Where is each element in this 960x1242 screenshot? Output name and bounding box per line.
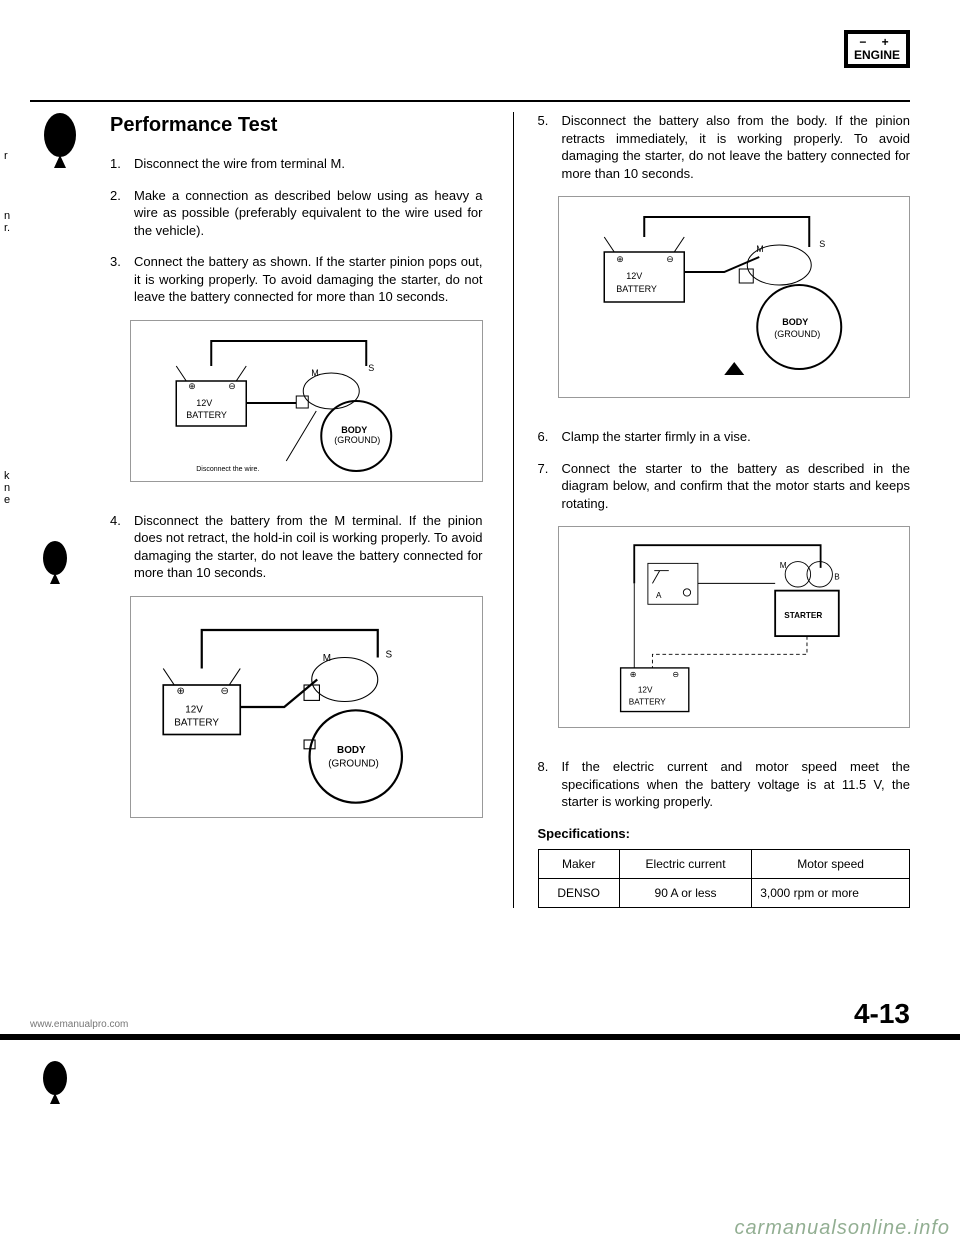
- page-number: 4-13: [854, 998, 910, 1030]
- page-title: Performance Test: [110, 112, 483, 139]
- margin-letter: r: [4, 150, 8, 162]
- svg-text:⊕: ⊕: [188, 381, 196, 391]
- svg-text:12V: 12V: [637, 686, 652, 695]
- svg-text:(GROUND): (GROUND): [328, 758, 379, 769]
- svg-text:BATTERY: BATTERY: [186, 410, 227, 420]
- step-text: Connect the starter to the battery as de…: [562, 460, 911, 513]
- svg-text:12V: 12V: [185, 705, 203, 716]
- step-item: 5.Disconnect the battery also from the b…: [538, 112, 911, 182]
- wiring-diagram-3: ⊕⊖ 12V BATTERY M S BODY (GROUND): [558, 196, 911, 398]
- table-header-row: Maker Electric current Motor speed: [538, 849, 910, 878]
- step-item: 7.Connect the starter to the battery as …: [538, 460, 911, 513]
- step-item: 6.Clamp the starter firmly in a vise.: [538, 428, 911, 446]
- footer-url: www.emanualpro.com: [30, 1019, 128, 1030]
- step-number: 7.: [538, 460, 562, 513]
- svg-text:BATTERY: BATTERY: [174, 718, 219, 729]
- step-text: Disconnect the battery from the M termin…: [134, 512, 483, 582]
- svg-text:M: M: [779, 561, 786, 570]
- ink-blob-icon: [40, 1060, 70, 1105]
- svg-text:12V: 12V: [626, 271, 642, 281]
- svg-text:⊖: ⊖: [228, 381, 236, 391]
- svg-text:(GROUND): (GROUND): [334, 435, 380, 445]
- step-text: Disconnect the battery also from the bod…: [562, 112, 911, 182]
- steps-left: 1.Disconnect the wire from terminal M. 2…: [110, 155, 483, 306]
- svg-text:12V: 12V: [196, 398, 212, 408]
- steps-right-3: 8.If the electric current and motor spee…: [538, 758, 911, 811]
- step-item: 2.Make a connection as described below u…: [110, 187, 483, 240]
- svg-text:⊕: ⊕: [629, 670, 636, 679]
- table-cell: 90 A or less: [619, 878, 751, 907]
- step-number: 1.: [110, 155, 134, 173]
- svg-text:Disconnect the wire.: Disconnect the wire.: [196, 466, 259, 473]
- step-item: 1.Disconnect the wire from terminal M.: [110, 155, 483, 173]
- step-text: Disconnect the wire from terminal M.: [134, 155, 483, 173]
- step-item: 8.If the electric current and motor spee…: [538, 758, 911, 811]
- ink-blob-icon: [40, 110, 80, 170]
- margin-letter: n: [4, 210, 10, 222]
- engine-label: ENGINE: [854, 48, 900, 62]
- svg-text:BATTERY: BATTERY: [616, 284, 657, 294]
- ink-blob-icon: [40, 540, 70, 585]
- margin-letter: r.: [4, 222, 10, 234]
- steps-left-2: 4.Disconnect the battery from the M term…: [110, 512, 483, 582]
- step-text: Clamp the starter firmly in a vise.: [562, 428, 911, 446]
- table-header: Maker: [538, 849, 619, 878]
- table-header: Electric current: [619, 849, 751, 878]
- svg-text:⊖: ⊖: [672, 670, 679, 679]
- svg-text:BATTERY: BATTERY: [628, 698, 665, 707]
- svg-text:S: S: [368, 363, 374, 373]
- margin-letter: n: [4, 482, 10, 494]
- table-header: Motor speed: [752, 849, 910, 878]
- step-item: 4.Disconnect the battery from the M term…: [110, 512, 483, 582]
- table-cell: 3,000 rpm or more: [752, 878, 910, 907]
- svg-text:⊖: ⊖: [220, 686, 228, 697]
- step-text: Make a connection as described below usi…: [134, 187, 483, 240]
- watermark: carmanualsonline.info: [734, 1217, 950, 1240]
- step-item: 3.Connect the battery as shown. If the s…: [110, 253, 483, 306]
- table-row: DENSO 90 A or less 3,000 rpm or more: [538, 878, 910, 907]
- step-number: 4.: [110, 512, 134, 582]
- step-text: Connect the battery as shown. If the sta…: [134, 253, 483, 306]
- svg-text:⊖: ⊖: [666, 254, 674, 264]
- step-number: 5.: [538, 112, 562, 182]
- engine-badge: − + ENGINE: [844, 30, 910, 68]
- svg-text:S: S: [385, 650, 392, 661]
- svg-text:B: B: [834, 573, 840, 582]
- svg-text:⊕: ⊕: [176, 686, 184, 697]
- step-text: If the electric current and motor speed …: [562, 758, 911, 811]
- header-rule: [30, 100, 910, 102]
- svg-text:S: S: [819, 239, 825, 249]
- steps-right-2: 6.Clamp the starter firmly in a vise. 7.…: [538, 428, 911, 512]
- steps-right: 5.Disconnect the battery also from the b…: [538, 112, 911, 182]
- step-number: 3.: [110, 253, 134, 306]
- svg-text:A: A: [656, 591, 662, 600]
- specifications-table: Maker Electric current Motor speed DENSO…: [538, 849, 911, 908]
- specifications-heading: Specifications:: [538, 825, 911, 843]
- step-number: 6.: [538, 428, 562, 446]
- wiring-diagram-4: A M B STARTER ⊕ ⊖ 12V BATTERY: [558, 526, 911, 728]
- table-cell: DENSO: [538, 878, 619, 907]
- wiring-diagram-2: ⊕⊖ 12V BATTERY M S BODY (GROUND): [130, 596, 483, 818]
- margin-letter: e: [4, 494, 10, 506]
- step-number: 8.: [538, 758, 562, 811]
- svg-text:STARTER: STARTER: [784, 611, 822, 620]
- svg-text:(GROUND): (GROUND): [774, 329, 820, 339]
- margin-letter: k: [4, 470, 10, 482]
- step-number: 2.: [110, 187, 134, 240]
- svg-text:BODY: BODY: [337, 745, 366, 756]
- wiring-diagram-1: ⊕⊖ 12V BATTERY M S BODY (GROUND) Disconn…: [130, 320, 483, 482]
- svg-text:⊕: ⊕: [616, 254, 624, 264]
- svg-text:BODY: BODY: [341, 425, 367, 435]
- svg-text:BODY: BODY: [782, 317, 808, 327]
